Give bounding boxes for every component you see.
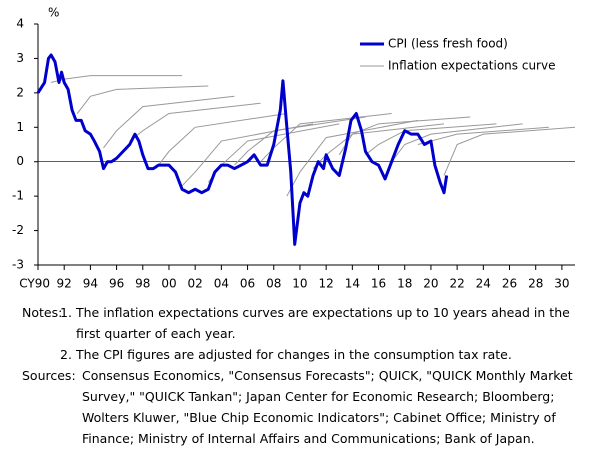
x-tick-label: 00 [161,277,176,291]
notes-label: Notes: [22,305,63,320]
expectation-curve [286,119,418,197]
note-row: Notes: 1. The inflation expectations curv… [22,302,587,365]
sources-label: Sources: [22,368,76,383]
x-tick-label: 26 [502,277,517,291]
note: 2. The CPI figures are adjusted for chang… [60,344,587,365]
note-list: 1. The inflation expectations curves are … [60,302,587,365]
x-tick-label: 96 [109,277,124,291]
note-num: 1. [60,305,72,320]
expectation-curve [365,123,497,156]
expectation-curve [50,75,183,84]
legend-label: CPI (less fresh food) [388,37,508,51]
expectation-curve [417,126,549,145]
notes: Notes: 1. The inflation expectations curv… [22,302,587,449]
legend-label: Inflation expectations curve [388,59,555,73]
y-tick-label: -1 [12,189,24,203]
x-tick-label: 06 [240,277,255,291]
y-tick-label: 1 [16,120,24,134]
expectation-curve [443,126,576,176]
x-tick-label: 08 [266,277,281,291]
y-unit: % [48,6,59,20]
expectation-curve [391,123,523,163]
expectation-curve [181,123,314,187]
y-tick-label: 3 [16,51,24,65]
sources-text: Consensus Economics, "Consensus Forecast… [82,368,573,446]
x-tick-label: 10 [292,277,307,291]
x-tick-label: 20 [423,277,438,291]
x-tick-label: 04 [214,277,229,291]
x-tick-label: 30 [554,277,569,291]
x-tick-label: 18 [397,277,412,291]
x-tick-label: 94 [83,277,98,291]
x-tick-label: 14 [345,277,360,291]
note: 1. The inflation expectations curves are … [60,302,587,344]
y-tick-label: 0 [16,154,24,168]
x-tick-label: 12 [319,277,334,291]
expectation-curve [155,113,287,169]
x-tick-label: CY90 [19,277,50,291]
y-tick-label: -2 [12,223,24,237]
x-tick-label: 24 [476,277,491,291]
x-tick-label: 98 [135,277,150,291]
expectation-curve [234,116,366,166]
x-tick-label: 22 [449,277,464,291]
expectation-curve [207,123,340,183]
x-tick-label: 02 [188,277,203,291]
cpi-line [36,53,449,246]
expectation-curve [103,95,235,149]
x-tick-label: 28 [528,277,543,291]
expectation-curve [76,85,209,114]
y-tick-label: -3 [12,258,24,272]
sources-row: Sources: Consensus Economics, "Consensus… [22,365,587,449]
expectation-curve [129,102,261,142]
y-tick-label: 4 [16,17,24,31]
note-text: The CPI figures are adjusted for changes… [76,347,512,362]
note-num: 2. [60,347,72,362]
y-tick-label: 2 [16,85,24,99]
x-tick-label: 92 [57,277,72,291]
note-text: The inflation expectations curves are ex… [76,305,570,341]
x-tick-label: 16 [371,277,386,291]
